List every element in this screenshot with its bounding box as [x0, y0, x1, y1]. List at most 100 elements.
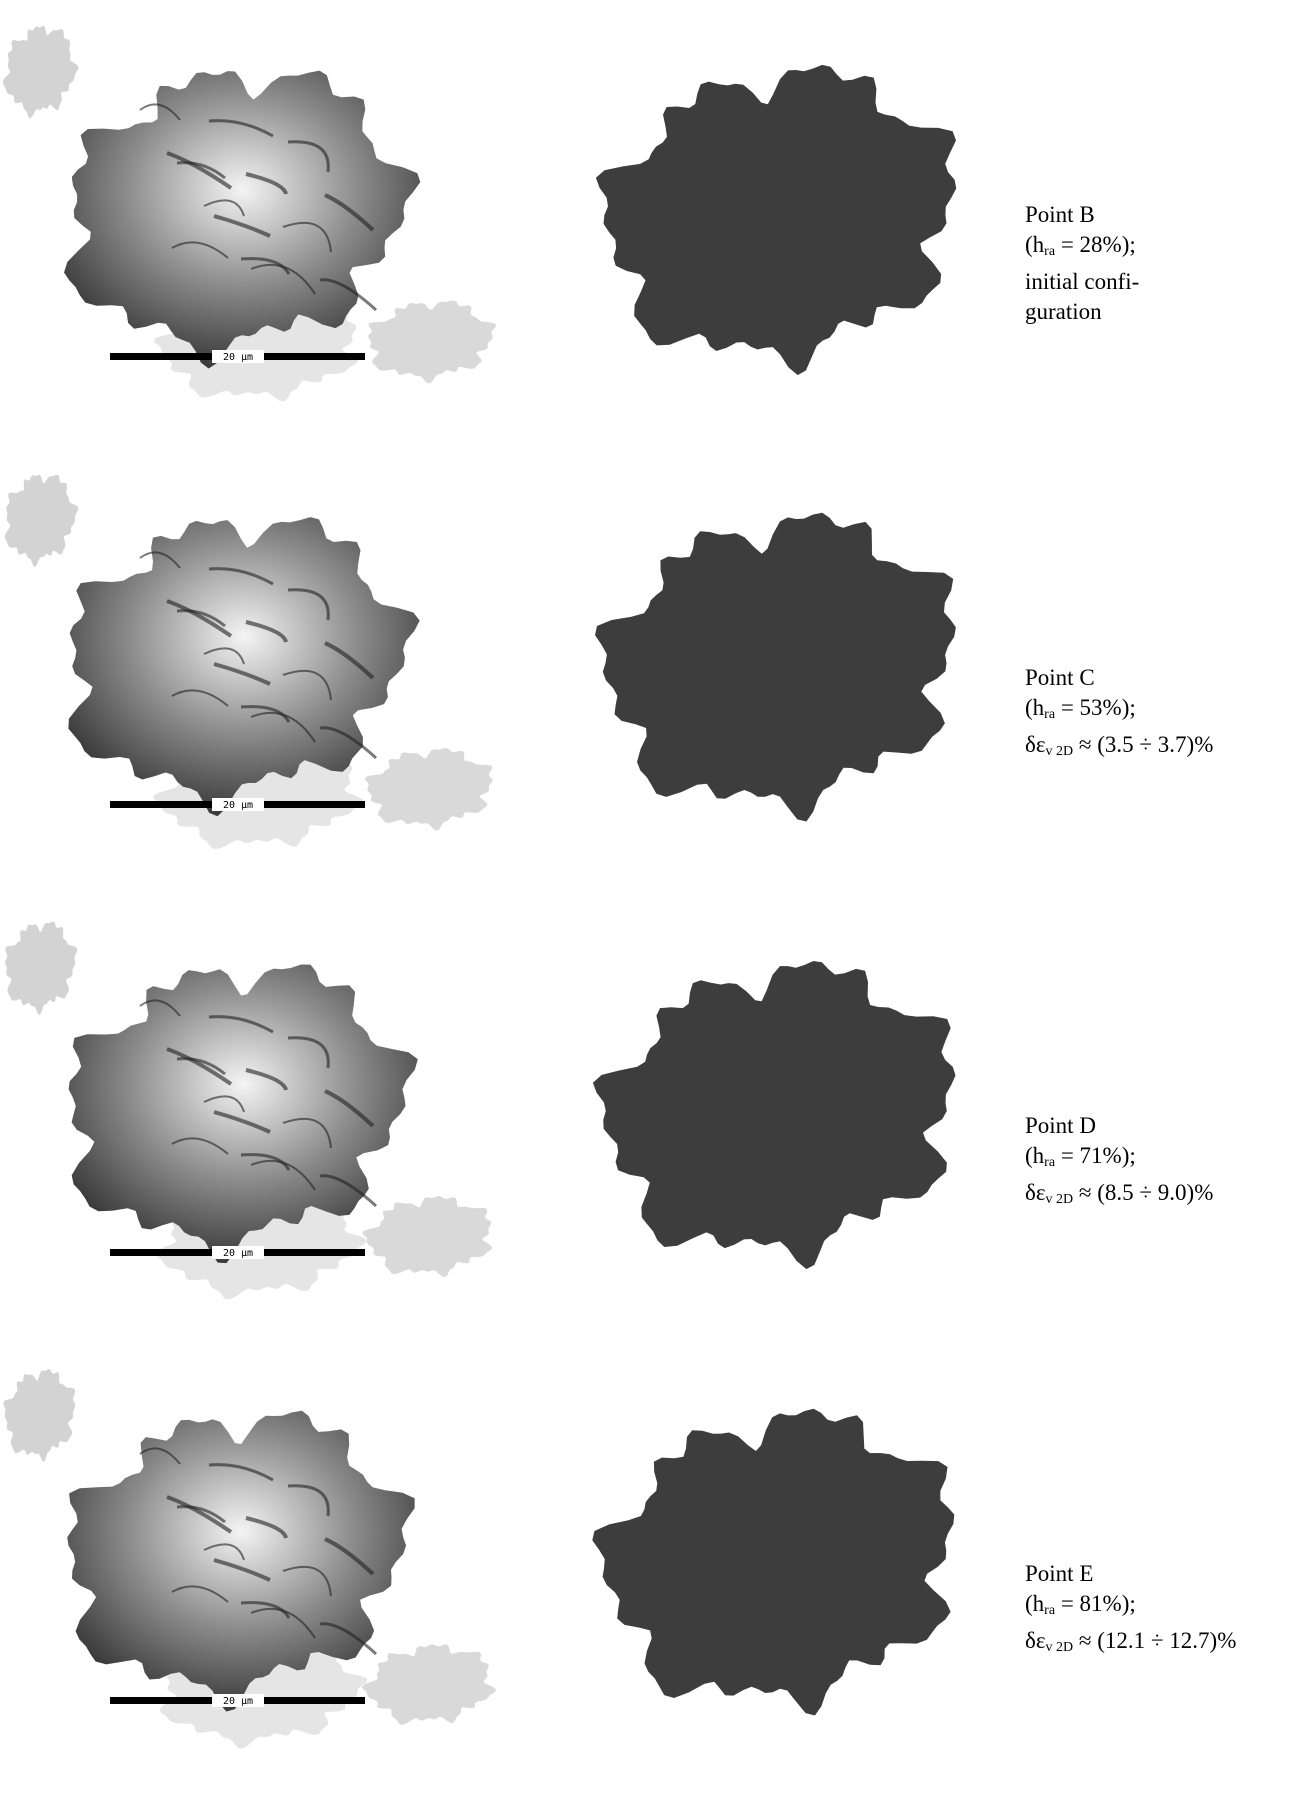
- sem-ridge: [171, 241, 229, 259]
- sem-ridge: [282, 1118, 332, 1149]
- sem-ridge: [139, 551, 181, 569]
- sem-ridge: [171, 1585, 229, 1603]
- sem-ridge: [319, 278, 378, 312]
- sem-fragment: [368, 300, 497, 384]
- sem-ridge: [245, 620, 288, 643]
- humidity-symbol: (h: [1025, 1591, 1045, 1616]
- sem-ridge: [166, 599, 233, 638]
- sem-ridge: [282, 670, 332, 701]
- sem-ridge: [176, 1057, 226, 1076]
- caption: Point E (hra = 81%); δεv 2D ≈ (12.1 ÷ 12.7…: [1025, 1559, 1236, 1663]
- sem-ridge: [245, 1516, 288, 1539]
- sem-ridge: [240, 1601, 291, 1619]
- sem-ridge: [166, 1047, 233, 1086]
- panel-row: 20 μm Point C (hra = 53%); δεv 2D ≈ (3.5 ÷ …: [0, 448, 1313, 896]
- sem-ridge: [240, 257, 291, 275]
- strain-subscript: v 2D: [1045, 1640, 1074, 1655]
- sem-ridge: [319, 726, 378, 760]
- sem-ridge: [287, 1484, 330, 1517]
- caption-line: guration: [1025, 299, 1102, 324]
- sem-particle: [68, 964, 418, 1264]
- strain-value: ≈ (8.5 ÷ 9.0)%: [1073, 1180, 1214, 1205]
- caption-line: (hra = 71%);: [1025, 1141, 1213, 1178]
- caption: Point D (hra = 71%); δεv 2D ≈ (8.5 ÷ 9.0)%: [1025, 1111, 1213, 1215]
- sem-ridge: [245, 172, 288, 195]
- humidity-subscript: ra: [1044, 1155, 1056, 1170]
- strain-value: ≈ (12.1 ÷ 12.7)%: [1073, 1628, 1237, 1653]
- sem-ridge: [139, 1447, 181, 1465]
- sem-ridge: [287, 1036, 330, 1069]
- strain-symbol: δε: [1025, 1180, 1046, 1205]
- scale-bar-box: [212, 1246, 264, 1259]
- strain-symbol: δε: [1025, 732, 1046, 757]
- scale-bar-label: 20 μm: [223, 800, 253, 811]
- sem-ridge: [319, 1174, 378, 1208]
- sem-ridge: [208, 1463, 274, 1482]
- scale-bar-label: 20 μm: [223, 1248, 253, 1259]
- sem-ridge: [176, 1505, 226, 1524]
- humidity-value: = 53%);: [1055, 695, 1136, 720]
- sem-ridge: [171, 1137, 229, 1155]
- caption: Point C (hra = 53%); δεv 2D ≈ (3.5 ÷ 3.7)%: [1025, 663, 1213, 767]
- sem-ridge: [324, 193, 375, 232]
- panel-row: 20 μm Point E (hra = 81%); δεv 2D ≈ (12.1 ÷…: [0, 1344, 1313, 1792]
- sem-ridge: [208, 1015, 274, 1034]
- sem-ridge: [208, 567, 274, 586]
- strain-subscript: v 2D: [1045, 744, 1074, 759]
- sem-ridge: [324, 1537, 375, 1576]
- humidity-symbol: (h: [1025, 695, 1045, 720]
- panel-images: 20 μm: [3, 1369, 955, 1749]
- sem-ridge: [213, 1558, 271, 1582]
- sem-particle: [67, 1410, 415, 1712]
- caption-line: initial confi-: [1025, 269, 1140, 294]
- sem-fragment: [5, 921, 78, 1015]
- sem-ridge: [245, 1068, 288, 1091]
- humidity-symbol: (h: [1025, 232, 1045, 257]
- sem-ridge: [166, 151, 233, 190]
- caption: Point B (hra = 28%); initial confi-guratio…: [1025, 200, 1139, 327]
- caption-title: Point D: [1025, 1113, 1096, 1138]
- humidity-value: = 28%);: [1055, 232, 1136, 257]
- sem-ridge: [213, 1110, 271, 1134]
- sem-ridge: [208, 119, 274, 138]
- sem-fragment: [2, 25, 79, 119]
- caption-line: δεv 2D ≈ (8.5 ÷ 9.0)%: [1025, 1178, 1213, 1215]
- panel-images: 20 μm: [4, 474, 956, 850]
- sem-ridge: [240, 705, 291, 723]
- humidity-subscript: ra: [1044, 244, 1056, 259]
- sem-ridge: [139, 103, 181, 121]
- caption-line: (hra = 28%);: [1025, 230, 1139, 267]
- humidity-value: = 81%);: [1055, 1591, 1136, 1616]
- sem-ridge: [282, 222, 332, 253]
- sem-fragment: [364, 748, 493, 831]
- sem-ridge: [203, 1543, 245, 1561]
- sem-fragment: [361, 1644, 496, 1725]
- sem-ridge: [287, 588, 330, 621]
- sem-ridge: [240, 1153, 291, 1171]
- sem-ridge: [139, 999, 181, 1017]
- sem-particle: [64, 70, 421, 369]
- sem-ridge: [324, 1089, 375, 1128]
- caption-line: δεv 2D ≈ (3.5 ÷ 3.7)%: [1025, 730, 1213, 767]
- sem-ridge: [176, 161, 226, 180]
- sem-fragment: [362, 1196, 493, 1278]
- sem-ridge: [176, 609, 226, 628]
- sem-ridge: [213, 214, 271, 238]
- strain-subscript: v 2D: [1045, 1192, 1074, 1207]
- silhouette: [595, 512, 956, 822]
- sem-ridge: [203, 199, 245, 217]
- humidity-subscript: ra: [1044, 1603, 1056, 1618]
- humidity-value: = 71%);: [1055, 1143, 1136, 1168]
- caption-title: Point E: [1025, 1561, 1094, 1586]
- sem-fragment: [4, 474, 79, 568]
- sem-ridge: [166, 1495, 233, 1534]
- scale-bar-box: [212, 1694, 264, 1707]
- sem-fragment: [3, 1369, 76, 1462]
- caption-title: Point B: [1025, 202, 1095, 227]
- sem-ridge: [203, 1095, 245, 1113]
- panel-row: 20 μm Point B (hra = 28%); initial confi-gu…: [0, 0, 1313, 448]
- silhouette: [592, 961, 956, 1270]
- caption-title: Point C: [1025, 665, 1095, 690]
- humidity-subscript: ra: [1044, 707, 1056, 722]
